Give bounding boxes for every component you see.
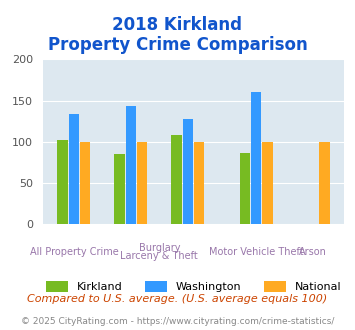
- Bar: [80, 142, 91, 224]
- Bar: [262, 142, 273, 224]
- Text: 2018 Kirkland: 2018 Kirkland: [113, 16, 242, 35]
- Legend: Kirkland, Washington, National: Kirkland, Washington, National: [41, 276, 346, 296]
- Bar: [171, 135, 181, 224]
- Text: Property Crime Comparison: Property Crime Comparison: [48, 36, 307, 54]
- Bar: [240, 153, 250, 224]
- Bar: [183, 119, 193, 224]
- Bar: [126, 106, 136, 224]
- Bar: [58, 140, 68, 224]
- Text: Larceny & Theft: Larceny & Theft: [120, 251, 198, 261]
- Bar: [69, 114, 79, 224]
- Text: © 2025 CityRating.com - https://www.cityrating.com/crime-statistics/: © 2025 CityRating.com - https://www.city…: [21, 317, 334, 326]
- Text: Burglary: Burglary: [138, 243, 180, 252]
- Bar: [137, 142, 147, 224]
- Bar: [194, 142, 204, 224]
- Text: Motor Vehicle Theft: Motor Vehicle Theft: [209, 247, 304, 257]
- Bar: [251, 92, 261, 224]
- Bar: [114, 154, 125, 224]
- Text: Arson: Arson: [299, 247, 327, 257]
- Text: Compared to U.S. average. (U.S. average equals 100): Compared to U.S. average. (U.S. average …: [27, 294, 328, 304]
- Text: All Property Crime: All Property Crime: [29, 247, 118, 257]
- Bar: [319, 142, 329, 224]
